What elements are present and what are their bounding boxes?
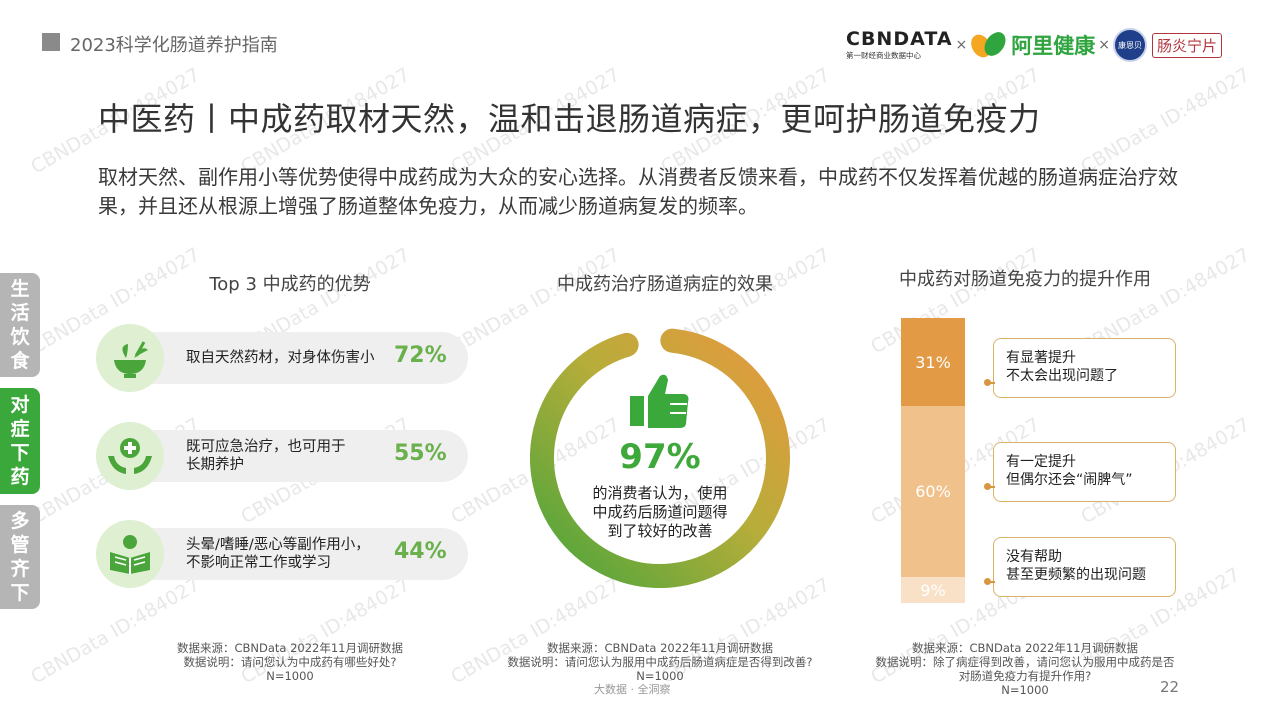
side-tab-char: 症 xyxy=(10,418,30,440)
advantage-label: 头晕/嗜睡/恶心等副作用小， 不影响正常工作或学习 xyxy=(186,536,386,572)
effect-description: 的消费者认为，使用 中成药后肠道问题得 到了较好的改善 xyxy=(560,484,760,541)
logo-bar: CBNDATA 第一财经商业数据中心 × 阿里健康 × 康恩贝 肠炎宁片 xyxy=(846,28,1223,62)
side-tab-char: 药 xyxy=(10,466,30,488)
advantage-label-line: 头晕/嗜睡/恶心等副作用小， xyxy=(186,537,370,553)
brand-name-logo: 肠炎宁片 xyxy=(1152,32,1223,58)
care-hands-icon xyxy=(108,438,152,474)
source-line: N=1000 xyxy=(1001,683,1049,697)
logo-separator-2: × xyxy=(1098,37,1110,53)
thumbs-up-icon xyxy=(630,374,689,428)
source-line: N=1000 xyxy=(636,669,684,683)
stacked-bar-segment: 31% xyxy=(901,318,965,407)
side-tab-char: 生 xyxy=(10,278,30,300)
advantages-title: Top 3 中成药的优势 xyxy=(209,274,371,295)
source-line: N=1000 xyxy=(266,669,314,683)
side-tab-label: 生活饮食 xyxy=(10,277,29,373)
callout-line: 但偶尔还会“闹脾气” xyxy=(1006,472,1133,488)
alihealth-logo-text: 阿里健康 xyxy=(1011,34,1096,58)
source-line: 数据说明：请问您认为中成药有哪些好处? xyxy=(183,655,397,669)
side-tab-char: 活 xyxy=(10,302,30,324)
immunity-stacked-bar: 31% 60% 9% xyxy=(901,318,965,603)
advantage-icon-circle xyxy=(96,520,164,588)
effect-source: 数据来源：CBNData 2022年11月调研数据 数据说明：请问您认为服用中成… xyxy=(480,641,840,683)
alihealth-leaf-icon xyxy=(971,32,1006,58)
desc-line: 中成药后肠道问题得 xyxy=(592,503,728,521)
intro-text: 取材天然、副作用小等优势使得中成药成为大众的安心选择。从消费者反馈来看，中成药不… xyxy=(98,165,1178,218)
advantage-row xyxy=(112,528,468,580)
source-line: 数据说明：除了病症得到改善，请问您认为服用中成药是否 xyxy=(875,655,1175,669)
side-tab-char: 下 xyxy=(10,582,30,604)
side-tab-char: 对 xyxy=(10,394,30,416)
brand-badge-text: 康恩贝 xyxy=(1118,40,1142,50)
source-line: 数据来源：CBNData 2022年11月调研数据 xyxy=(176,641,404,655)
stacked-bar-segment: 60% xyxy=(901,406,965,578)
side-tab-char: 多 xyxy=(10,510,30,532)
callout-connector-line xyxy=(987,382,995,384)
callout-line: 没有帮助 xyxy=(1006,549,1062,565)
side-tab-diet[interactable]: 生活饮食 xyxy=(0,273,40,377)
source-line: 对肠道免疫力有提升作用? xyxy=(958,669,1092,683)
advantage-icon-circle xyxy=(96,324,164,392)
immunity-source: 数据来源：CBNData 2022年11月调研数据 数据说明：除了病症得到改善，… xyxy=(860,641,1190,697)
side-tab-char: 下 xyxy=(10,442,30,464)
cbndata-logo-subtitle: 第一财经商业数据中心 xyxy=(846,51,921,61)
immunity-callout: 有显著提升不太会出现问题了 xyxy=(993,338,1176,398)
advantage-label: 取自天然药材，对身体伤害小 xyxy=(186,349,386,367)
callout-line: 不太会出现问题了 xyxy=(1006,368,1118,384)
side-tab-label: 对症下药 xyxy=(10,393,29,489)
side-tab-char: 齐 xyxy=(10,558,30,580)
immunity-title: 中成药对肠道免疫力的提升作用 xyxy=(899,269,1151,290)
advantage-label-line: 既可应急治疗，也可用于 xyxy=(186,439,346,455)
herbal-bowl-icon xyxy=(114,341,148,378)
source-line: 数据说明：请问您认为服用中成药后肠道病症是否得到改善? xyxy=(507,655,813,669)
effect-percent: 97% xyxy=(619,437,701,477)
callout-line: 有一定提升 xyxy=(1006,454,1076,470)
advantage-percent: 55% xyxy=(394,441,447,466)
callout-line: 有显著提升 xyxy=(1006,350,1076,366)
advantage-icon-circle xyxy=(96,422,164,490)
callout-connector-line xyxy=(987,581,995,583)
side-tab-medicine[interactable]: 对症下药 xyxy=(0,388,40,494)
callout-line: 甚至更频繁的出现问题 xyxy=(1006,567,1146,583)
immunity-callout: 没有帮助甚至更频繁的出现问题 xyxy=(993,537,1176,597)
watermark-text: CBNData ID:484027 xyxy=(1077,63,1254,179)
desc-line: 的消费者认为，使用 xyxy=(592,484,728,502)
advantage-percent: 44% xyxy=(394,539,447,564)
page-number: 22 xyxy=(1160,678,1180,696)
brand-badge-logo: 康恩贝 xyxy=(1113,28,1147,62)
reading-person-icon xyxy=(110,535,150,574)
advantage-label: 既可应急治疗，也可用于 长期养护 xyxy=(186,438,386,474)
side-tab-char: 管 xyxy=(10,534,30,556)
donut-value-arc xyxy=(530,328,790,588)
report-title: 2023科学化肠道养护指南 xyxy=(70,35,278,56)
side-tab-label: 多管齐下 xyxy=(10,509,29,605)
effect-donut-chart xyxy=(530,328,790,588)
source-line: 数据来源：CBNData 2022年11月调研数据 xyxy=(911,641,1139,655)
advantages-source: 数据来源：CBNData 2022年11月调研数据 数据说明：请问您认为中成药有… xyxy=(120,641,460,683)
advantage-percent: 72% xyxy=(394,343,447,368)
side-tab-multi[interactable]: 多管齐下 xyxy=(0,505,40,609)
title-marker xyxy=(42,33,60,51)
logo-separator: × xyxy=(955,37,968,53)
footer-tagline: 大数据 · 全洞察 xyxy=(594,683,671,696)
effect-title: 中成药治疗肠道病症的效果 xyxy=(557,274,773,295)
advantage-label-line: 取自天然药材，对身体伤害小 xyxy=(186,350,375,366)
advantage-row xyxy=(112,430,468,482)
side-tab-char: 饮 xyxy=(10,326,30,348)
advantage-label-line: 长期养护 xyxy=(186,457,244,473)
immunity-callout: 有一定提升但偶尔还会“闹脾气” xyxy=(993,442,1176,502)
source-line: 数据来源：CBNData 2022年11月调研数据 xyxy=(546,641,774,655)
stacked-bar-segment: 9% xyxy=(901,577,965,603)
callout-connector-line xyxy=(987,486,995,488)
advantage-label-line: 不影响正常工作或学习 xyxy=(186,555,331,571)
alihealth-logo: 阿里健康 xyxy=(970,30,1095,60)
slide-title: 中医药丨中成药取材天然，温和击退肠道病症，更呵护肠道免疫力 xyxy=(98,100,1041,138)
side-tab-char: 食 xyxy=(10,350,30,372)
desc-line: 到了较好的改善 xyxy=(607,522,713,540)
cbndata-logo: CBNDATA 第一财经商业数据中心 xyxy=(846,30,953,60)
cbndata-logo-text: CBNDATA xyxy=(846,28,953,51)
advantage-row xyxy=(112,332,468,384)
